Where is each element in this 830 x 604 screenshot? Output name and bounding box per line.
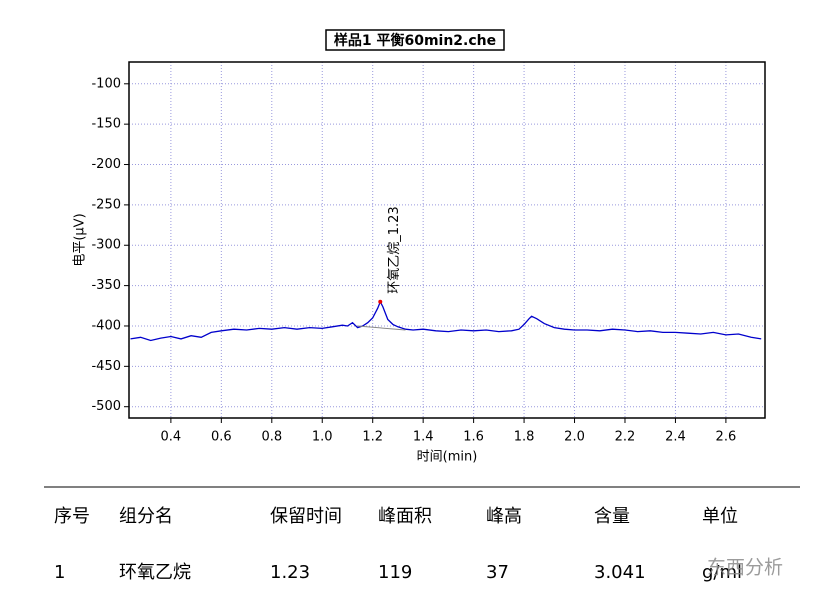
table-header-cell: 保留时间 (270, 506, 342, 527)
y-axis-label: 电平(μV) (73, 213, 88, 266)
table-header-cell: 组分名 (119, 506, 173, 527)
table-cell: 1.23 (270, 562, 310, 583)
table-cell: 119 (378, 562, 412, 583)
table-header-cell: 单位 (702, 506, 738, 527)
table-header-cell: 序号 (54, 506, 90, 527)
x-tick-label: 1.6 (463, 430, 484, 445)
peak-label: 环氧乙烷_1.23 (387, 206, 402, 293)
y-tick-label: -350 (91, 278, 121, 293)
y-tick-label: -100 (91, 76, 121, 91)
x-tick-label: 2.4 (665, 430, 686, 445)
x-tick-label: 2.0 (564, 430, 585, 445)
plot-area (129, 62, 765, 418)
table-cell: g/ml (702, 562, 742, 583)
x-tick-label: 0.8 (261, 430, 282, 445)
title-box (325, 29, 505, 51)
table-header-cell: 峰高 (486, 506, 522, 527)
y-tick-label: -450 (91, 359, 121, 374)
x-tick-label: 2.6 (716, 430, 737, 445)
signal-line (130, 300, 762, 342)
baseline (357, 325, 406, 331)
x-axis-label: 时间(min) (417, 450, 478, 465)
y-tick-label: -150 (91, 117, 121, 132)
plot-frame (128, 61, 766, 419)
x-tick-label: 2.2 (615, 430, 636, 445)
y-tick-label: -500 (91, 399, 121, 414)
chart-title: 样品1 平衡60min2.che (334, 32, 496, 49)
table-cell: 37 (486, 562, 509, 583)
table-header-cell: 含量 (594, 506, 630, 527)
x-tick-label: 1.2 (362, 430, 383, 445)
x-tick-label: 0.6 (211, 430, 232, 445)
table: 序号 组分名 保留时间 峰面积 峰高 含量 单位 1 环氧乙烷 1.23 119 37 3.041 g/m… (54, 506, 742, 583)
table-cell: 1 (54, 562, 65, 583)
table-cell: 环氧乙烷 (119, 562, 191, 583)
y-tick-label: -400 (91, 318, 121, 333)
table-header-cell: 峰面积 (378, 506, 432, 527)
y-tick-label: -300 (91, 238, 121, 253)
x-tick-label: 1.8 (514, 430, 535, 445)
y-tick-label: -250 (91, 197, 121, 212)
x-tick-label: 0.4 (161, 430, 182, 445)
y-tick-label: -200 (91, 157, 121, 172)
peak-marker (378, 299, 383, 304)
watermark: 东西分析 (707, 557, 783, 579)
x-tick-label: 1.0 (312, 430, 333, 445)
table-cell: 3.041 (594, 562, 646, 583)
x-tick-label: 1.4 (413, 430, 434, 445)
